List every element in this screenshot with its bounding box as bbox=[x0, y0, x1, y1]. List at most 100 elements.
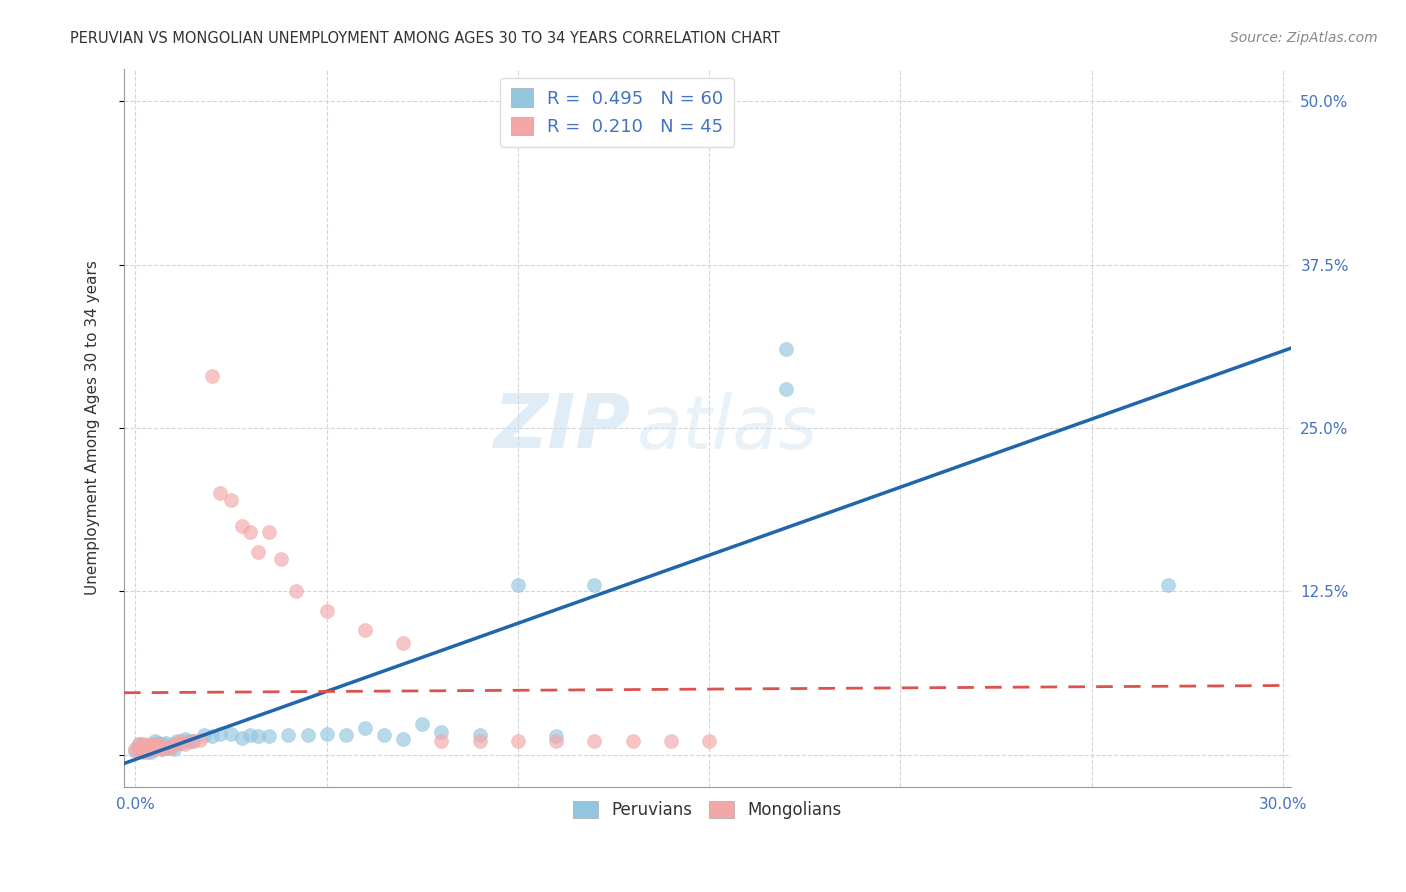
Point bbox=[259, 729, 281, 743]
Point bbox=[583, 734, 606, 748]
Point bbox=[546, 734, 568, 748]
Point bbox=[139, 739, 162, 753]
Point bbox=[162, 739, 184, 753]
Point bbox=[148, 741, 170, 756]
Text: ZIP: ZIP bbox=[494, 392, 631, 465]
Point bbox=[411, 717, 433, 731]
Point bbox=[170, 734, 193, 748]
Point bbox=[148, 741, 170, 756]
Point bbox=[143, 742, 166, 756]
Point bbox=[174, 737, 197, 751]
Point bbox=[201, 729, 224, 743]
Point bbox=[468, 734, 491, 748]
Point bbox=[135, 745, 157, 759]
Point bbox=[139, 741, 162, 756]
Point bbox=[270, 551, 292, 566]
Point bbox=[143, 739, 166, 753]
Point bbox=[124, 743, 146, 757]
Point bbox=[135, 739, 157, 754]
Y-axis label: Unemployment Among Ages 30 to 34 years: Unemployment Among Ages 30 to 34 years bbox=[86, 260, 100, 595]
Point bbox=[132, 737, 155, 751]
Point bbox=[139, 745, 162, 759]
Point bbox=[246, 545, 269, 559]
Point bbox=[132, 742, 155, 756]
Point bbox=[132, 745, 155, 759]
Point bbox=[201, 368, 224, 383]
Legend: Peruvians, Mongolians: Peruvians, Mongolians bbox=[567, 794, 848, 826]
Point bbox=[143, 739, 166, 753]
Point bbox=[775, 382, 797, 396]
Point bbox=[150, 737, 173, 751]
Point bbox=[583, 577, 606, 591]
Point bbox=[128, 737, 150, 751]
Text: PERUVIAN VS MONGOLIAN UNEMPLOYMENT AMONG AGES 30 TO 34 YEARS CORRELATION CHART: PERUVIAN VS MONGOLIAN UNEMPLOYMENT AMONG… bbox=[70, 31, 780, 46]
Point bbox=[285, 584, 308, 599]
Point bbox=[430, 725, 453, 739]
Point bbox=[354, 624, 377, 638]
Point bbox=[139, 737, 162, 751]
Point bbox=[148, 737, 170, 751]
Text: atlas: atlas bbox=[637, 392, 818, 464]
Point bbox=[239, 525, 262, 540]
Point bbox=[128, 743, 150, 757]
Point bbox=[128, 741, 150, 756]
Point bbox=[166, 734, 188, 748]
Point bbox=[259, 525, 281, 540]
Point bbox=[208, 486, 231, 500]
Point bbox=[135, 742, 157, 756]
Point bbox=[166, 736, 188, 750]
Point bbox=[231, 519, 253, 533]
Point bbox=[246, 729, 269, 743]
Point bbox=[277, 728, 299, 742]
Point bbox=[143, 742, 166, 756]
Point bbox=[297, 728, 319, 742]
Point bbox=[775, 343, 797, 357]
Point bbox=[132, 739, 155, 753]
Point bbox=[354, 722, 377, 736]
Point bbox=[150, 742, 173, 756]
Point bbox=[150, 742, 173, 756]
Point bbox=[190, 733, 212, 747]
Point bbox=[506, 120, 529, 135]
Point bbox=[506, 734, 529, 748]
Point bbox=[315, 726, 337, 740]
Point bbox=[135, 739, 157, 753]
Point bbox=[621, 734, 644, 748]
Point bbox=[181, 734, 204, 748]
Point bbox=[468, 728, 491, 742]
Point bbox=[148, 736, 170, 750]
Point bbox=[430, 734, 453, 748]
Point bbox=[132, 741, 155, 756]
Point bbox=[159, 741, 181, 756]
Point bbox=[208, 726, 231, 740]
Point bbox=[132, 743, 155, 757]
Point bbox=[335, 728, 357, 742]
Point bbox=[546, 729, 568, 743]
Point bbox=[135, 743, 157, 757]
Point bbox=[506, 577, 529, 591]
Point bbox=[155, 741, 177, 756]
Point bbox=[135, 743, 157, 757]
Point bbox=[392, 636, 415, 650]
Text: Source: ZipAtlas.com: Source: ZipAtlas.com bbox=[1230, 31, 1378, 45]
Point bbox=[170, 736, 193, 750]
Point bbox=[231, 731, 253, 745]
Point bbox=[177, 734, 200, 748]
Point bbox=[124, 742, 146, 756]
Point bbox=[219, 492, 242, 507]
Point bbox=[659, 734, 682, 748]
Point bbox=[239, 728, 262, 742]
Point bbox=[392, 731, 415, 746]
Point bbox=[193, 728, 215, 742]
Point bbox=[128, 741, 150, 756]
Point bbox=[139, 742, 162, 756]
Point bbox=[1157, 577, 1180, 591]
Point bbox=[155, 736, 177, 750]
Point bbox=[219, 726, 242, 740]
Point bbox=[373, 728, 395, 742]
Point bbox=[315, 604, 337, 618]
Point bbox=[155, 739, 177, 754]
Point bbox=[143, 734, 166, 748]
Point bbox=[174, 731, 197, 746]
Point bbox=[128, 737, 150, 751]
